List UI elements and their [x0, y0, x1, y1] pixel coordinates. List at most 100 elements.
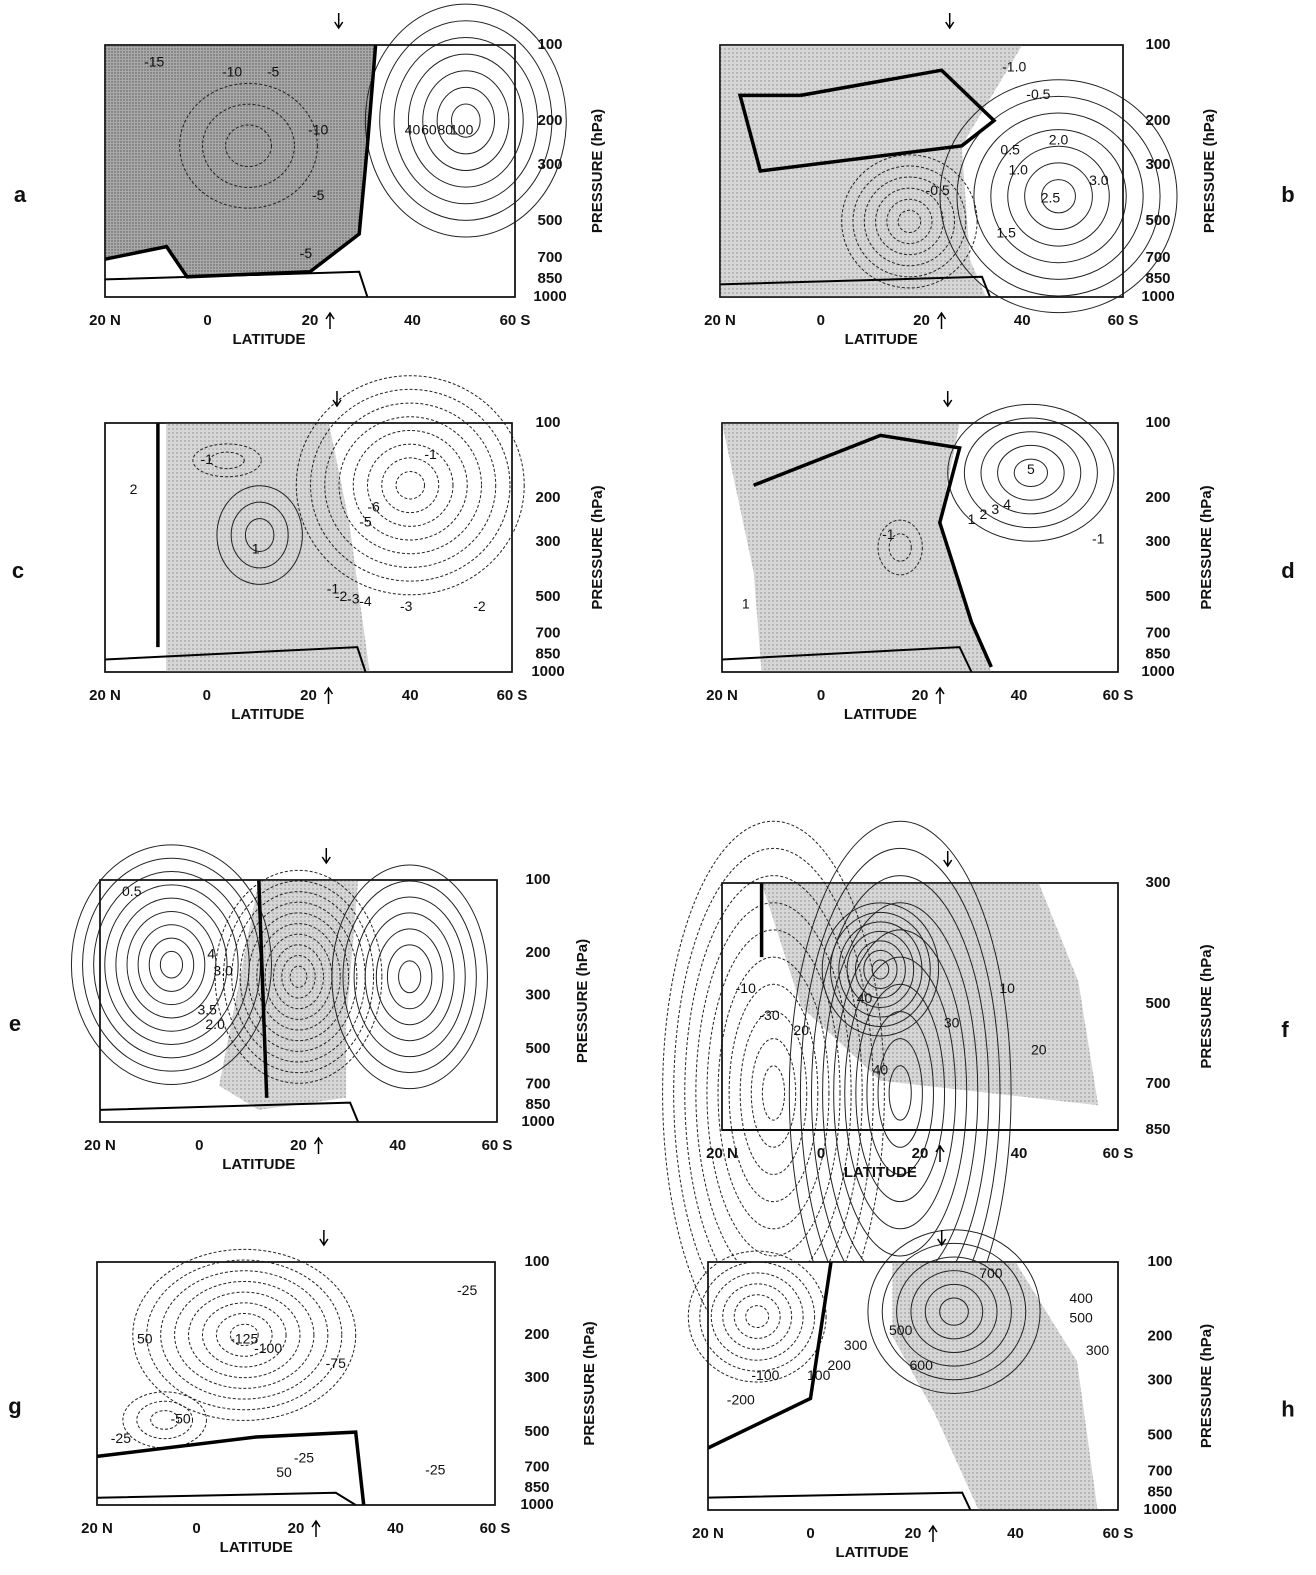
contour [192, 443, 262, 478]
x-tick-label: 0 [806, 1525, 814, 1542]
contour [367, 443, 454, 527]
arrow-down [334, 13, 344, 30]
contour-label: -200 [727, 1392, 755, 1408]
shaded-region [105, 45, 376, 277]
contour-label: 2.0 [1049, 131, 1069, 147]
x-tick-label: 40 [1014, 312, 1031, 329]
x-tick-label: 40 [389, 1137, 406, 1154]
contour-label: 2 [130, 481, 138, 497]
contour [1041, 179, 1076, 214]
contour [886, 198, 933, 245]
zero-contour [257, 879, 269, 1098]
x-tick-label: 40 [402, 687, 419, 704]
contour-label: 50 [137, 1330, 153, 1346]
x-tick-label: 20 [905, 1525, 922, 1542]
y-tick-label: 700 [1145, 1075, 1170, 1092]
contour-label: -1 [327, 581, 340, 597]
contour [728, 983, 819, 1203]
x-tick-label: 60 S [480, 1520, 511, 1537]
x-tick-label: 0 [203, 312, 211, 329]
contour [863, 949, 898, 989]
contour-label: 3.0 [1089, 172, 1109, 188]
contour [379, 20, 553, 221]
contour [395, 471, 425, 500]
y-tick-label: 500 [537, 212, 562, 229]
arrow-down [321, 848, 331, 865]
arrow-up [323, 686, 334, 704]
contour-label: 40 [873, 1061, 889, 1077]
contour [160, 1270, 329, 1400]
arrow-up [936, 311, 947, 329]
y-axis-label: PRESSURE (hPa) [589, 109, 606, 233]
y-tick-label: 500 [525, 1040, 550, 1057]
contour-label: 40 [405, 121, 421, 137]
x-tick-label: 40 [1007, 1525, 1024, 1542]
contour [239, 901, 358, 1052]
contour [393, 36, 539, 205]
y-axis-label: PRESSURE (hPa) [581, 1321, 598, 1445]
contour [310, 388, 511, 582]
plot-area [96, 1261, 496, 1506]
arrow-up [935, 1144, 945, 1162]
panel: 2-11-1-5-6-1-2 -3 -4 -3 -2100200300500700850… [12, 375, 606, 723]
contour [202, 103, 295, 188]
y-tick-label: 500 [1145, 588, 1170, 605]
contour [201, 1302, 287, 1368]
arrow-down [332, 391, 342, 408]
x-tick-label: 40 [387, 1520, 404, 1537]
contour-label: 1 [968, 511, 976, 527]
shaded-region [166, 423, 370, 672]
y-tick-label: 850 [1145, 270, 1170, 287]
contour [225, 124, 272, 168]
contour [910, 1270, 998, 1354]
y-tick-label: 500 [524, 1423, 549, 1440]
contour-label: -10 [222, 63, 242, 79]
contour [866, 1010, 934, 1175]
panel: 0.543.03.52.01002003005007008501000PRESS… [9, 844, 591, 1173]
x-tick-label: 0 [817, 312, 825, 329]
panel-letter: f [1281, 1017, 1289, 1042]
contour [877, 1038, 923, 1148]
y-tick-label: 100 [524, 1253, 549, 1270]
y-axis-label: PRESSURE (hPa) [574, 939, 591, 1063]
contour-label: 4 [1003, 496, 1011, 512]
contour [997, 444, 1065, 501]
contour-label: 40 [857, 990, 873, 1006]
y-tick-label: 700 [525, 1075, 550, 1092]
x-tick-label: 20 [912, 1145, 929, 1162]
y-tick-label: 300 [537, 156, 562, 173]
y-tick-label: 1000 [1143, 1501, 1176, 1518]
arrow-down [937, 1230, 947, 1247]
y-tick-label: 500 [1147, 1426, 1172, 1443]
arrow-up [313, 1136, 324, 1154]
y-axis-label: PRESSURE (hPa) [589, 485, 606, 609]
contour-label: -30 [759, 1007, 779, 1023]
x-tick-label: 20 N [84, 1137, 116, 1154]
contour-label: -25 [457, 1282, 477, 1298]
contour [838, 921, 923, 1018]
contour [888, 533, 912, 562]
x-tick-label: 20 N [706, 687, 738, 704]
y-tick-label: 700 [1147, 1463, 1172, 1480]
contour [115, 897, 228, 1032]
contour-label: -1 [882, 526, 895, 542]
y-tick-label: 200 [524, 1326, 549, 1343]
contour [897, 209, 922, 233]
contour-label: -0.5 [926, 182, 950, 198]
contour [745, 1305, 770, 1328]
y-tick-label: 100 [525, 871, 550, 888]
contour-label: 300 [1086, 1342, 1110, 1358]
x-tick-label: 40 [1011, 687, 1028, 704]
ground [99, 1101, 360, 1123]
contour [821, 902, 940, 1037]
y-tick-label: 850 [1145, 645, 1170, 662]
contour-label: 50 [276, 1464, 292, 1480]
contour-label: -100 [254, 1340, 282, 1356]
arrow-up [928, 1524, 938, 1542]
y-tick-label: 500 [1145, 212, 1170, 229]
contour [854, 940, 906, 999]
contour-label: -25 [425, 1462, 445, 1478]
y-tick-label: 1000 [521, 1113, 554, 1130]
